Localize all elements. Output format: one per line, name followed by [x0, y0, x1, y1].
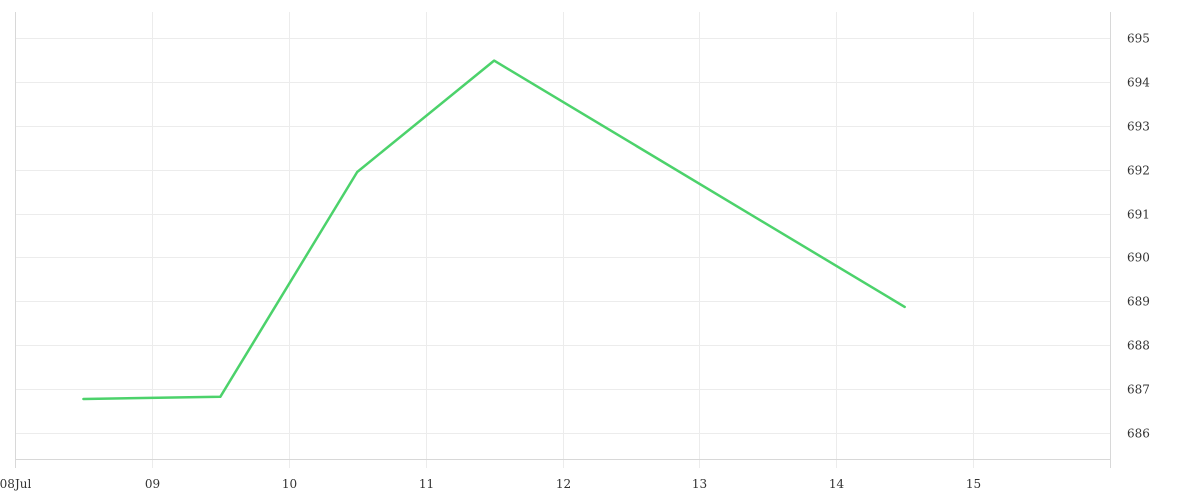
x-tick-label: 14 [829, 477, 845, 491]
grid-layer [15, 12, 1110, 468]
x-tick-label: 08Jul [0, 477, 31, 491]
x-tick-label: 15 [966, 477, 981, 491]
x-tick-label: 13 [692, 477, 707, 491]
x-tick-label: 12 [556, 477, 571, 491]
series-layer [82, 59, 906, 401]
y-tick-label: 689 [1127, 295, 1150, 309]
x-tick-label: 10 [282, 477, 297, 491]
y-tick-label: 695 [1127, 32, 1150, 46]
y-tick-label: 693 [1127, 120, 1150, 134]
x-tick-label: 09 [145, 477, 160, 491]
y-tick-label: 688 [1127, 339, 1150, 353]
y-tick-label: 687 [1127, 383, 1150, 397]
y-tick-label: 690 [1127, 251, 1150, 265]
y-tick-label: 692 [1127, 164, 1150, 178]
series-line [82, 59, 906, 401]
y-tick-label: 691 [1127, 208, 1150, 222]
label-layer: 08Jul 09 10 11 12 13 14 15 686 687 688 689 690 691 692… [0, 32, 1150, 492]
y-tick-label: 686 [1127, 427, 1150, 441]
axis-layer [15, 12, 1111, 468]
x-tick-label: 11 [419, 477, 434, 491]
y-tick-label: 694 [1127, 76, 1150, 90]
